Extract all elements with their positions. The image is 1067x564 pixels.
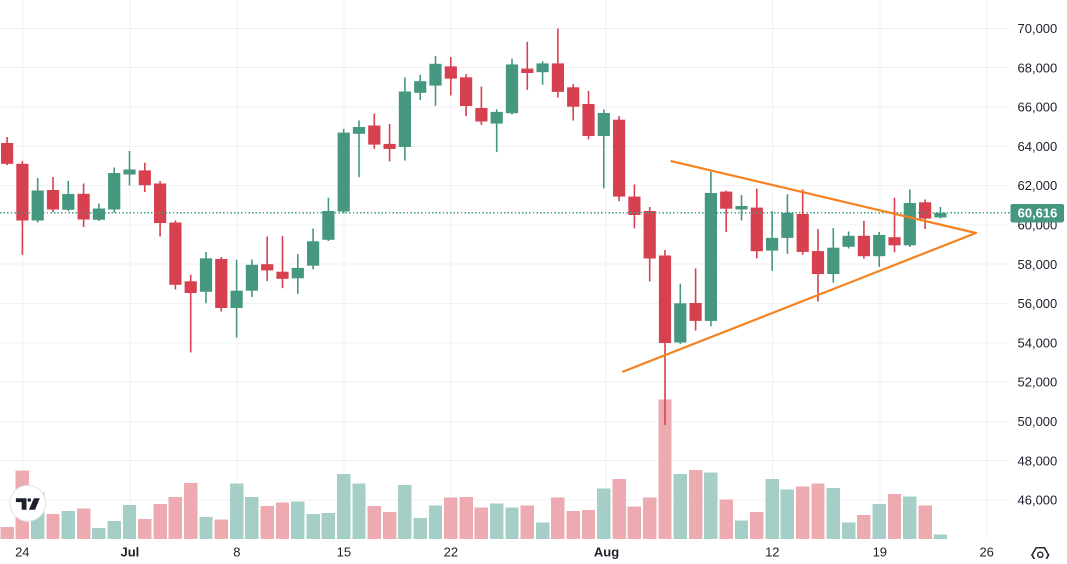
svg-text:70,000: 70,000 <box>1018 21 1058 36</box>
svg-text:46,000: 46,000 <box>1018 493 1058 508</box>
svg-text:26: 26 <box>979 545 993 560</box>
svg-text:64,000: 64,000 <box>1018 139 1058 154</box>
svg-text:54,000: 54,000 <box>1018 335 1058 350</box>
svg-text:8: 8 <box>233 545 240 560</box>
svg-text:58,000: 58,000 <box>1018 257 1058 272</box>
svg-text:56,000: 56,000 <box>1018 296 1058 311</box>
svg-text:50,000: 50,000 <box>1018 414 1058 429</box>
svg-text:52,000: 52,000 <box>1018 375 1058 390</box>
svg-text:48,000: 48,000 <box>1018 453 1058 468</box>
svg-text:12: 12 <box>765 545 779 560</box>
svg-text:62,000: 62,000 <box>1018 178 1058 193</box>
svg-text:24: 24 <box>15 545 29 560</box>
svg-text:66,000: 66,000 <box>1018 100 1058 115</box>
svg-text:19: 19 <box>873 545 887 560</box>
svg-text:60,616: 60,616 <box>1018 206 1058 221</box>
svg-text:22: 22 <box>444 545 458 560</box>
svg-text:Jul: Jul <box>121 545 140 560</box>
svg-text:68,000: 68,000 <box>1018 60 1058 75</box>
svg-text:15: 15 <box>337 545 351 560</box>
svg-text:Aug: Aug <box>594 545 619 560</box>
